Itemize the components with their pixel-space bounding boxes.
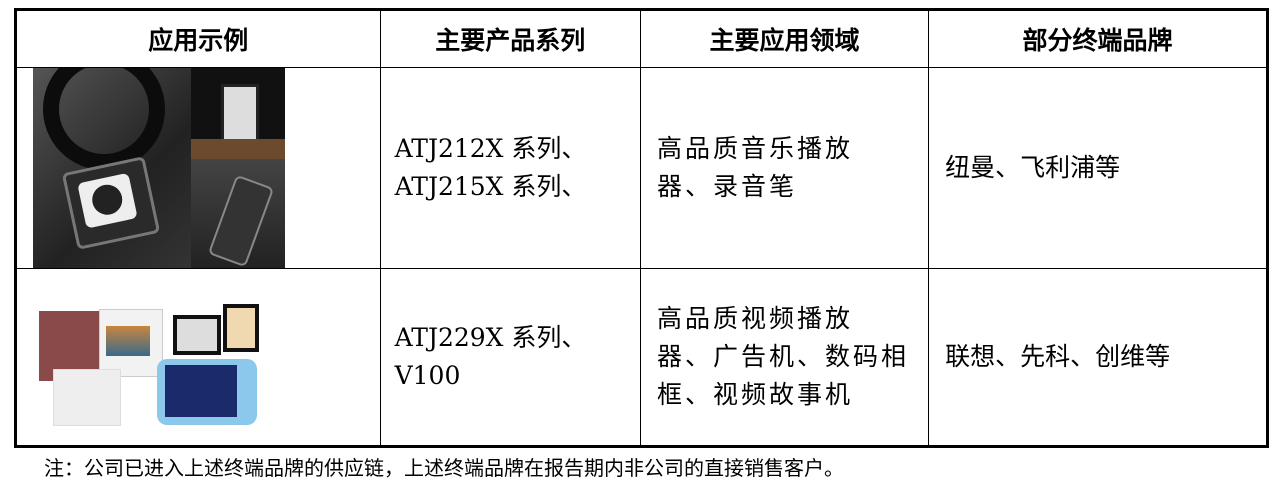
example-cell (15, 268, 381, 447)
header-cell: 部分终端品牌 (928, 9, 1268, 68)
footnote: 注：公司已进入上述终端品牌的供应链，上述终端品牌在报告期内非公司的直接销售客户。 (44, 456, 844, 480)
series-line: V100 (394, 361, 461, 390)
example-cell (15, 67, 381, 269)
fields-line: 框、视频故事机 (657, 380, 854, 409)
video-devices-photo (33, 299, 263, 429)
fields-line: 器、录音笔 (657, 172, 798, 201)
fields-line: 高品质音乐播放 (657, 134, 854, 163)
table-row: ATJ229X 系列、 V100 高品质视频播放 器、广告机、数码相 框、视频故事机 … (15, 268, 1268, 447)
product-table: 应用示例 主要产品系列 主要应用领域 部分终端品牌 ATJ212X 系列、 ATJ… (14, 8, 1269, 448)
series-line: ATJ229X 系列、 (394, 323, 587, 352)
series-cell: ATJ229X 系列、 V100 (379, 268, 642, 447)
series-line: ATJ212X 系列、 (394, 134, 587, 163)
header-cell: 应用示例 (15, 9, 381, 68)
header-row: 应用示例 主要产品系列 主要应用领域 部分终端品牌 (15, 9, 1268, 68)
series-cell: ATJ212X 系列、 ATJ215X 系列、 (379, 67, 642, 269)
header-cell: 主要产品系列 (379, 9, 642, 68)
fields-line: 器、广告机、数码相 (657, 342, 910, 371)
brands-cell: 联想、先科、创维等 (928, 268, 1268, 447)
table-row: ATJ212X 系列、 ATJ215X 系列、 高品质音乐播放 器、录音笔 纽曼、飞… (15, 67, 1268, 269)
fields-line: 高品质视频播放 (657, 304, 854, 333)
fields-cell: 高品质视频播放器、广告机、数码相 框、视频故事机 (639, 268, 930, 447)
brands-cell: 纽曼、飞利浦等 (928, 67, 1268, 269)
header-cell: 主要应用领域 (639, 9, 930, 68)
audio-players-photo (33, 68, 285, 268)
fields-cell: 高品质音乐播放 器、录音笔 (639, 67, 930, 269)
series-line: ATJ215X 系列、 (394, 172, 587, 201)
